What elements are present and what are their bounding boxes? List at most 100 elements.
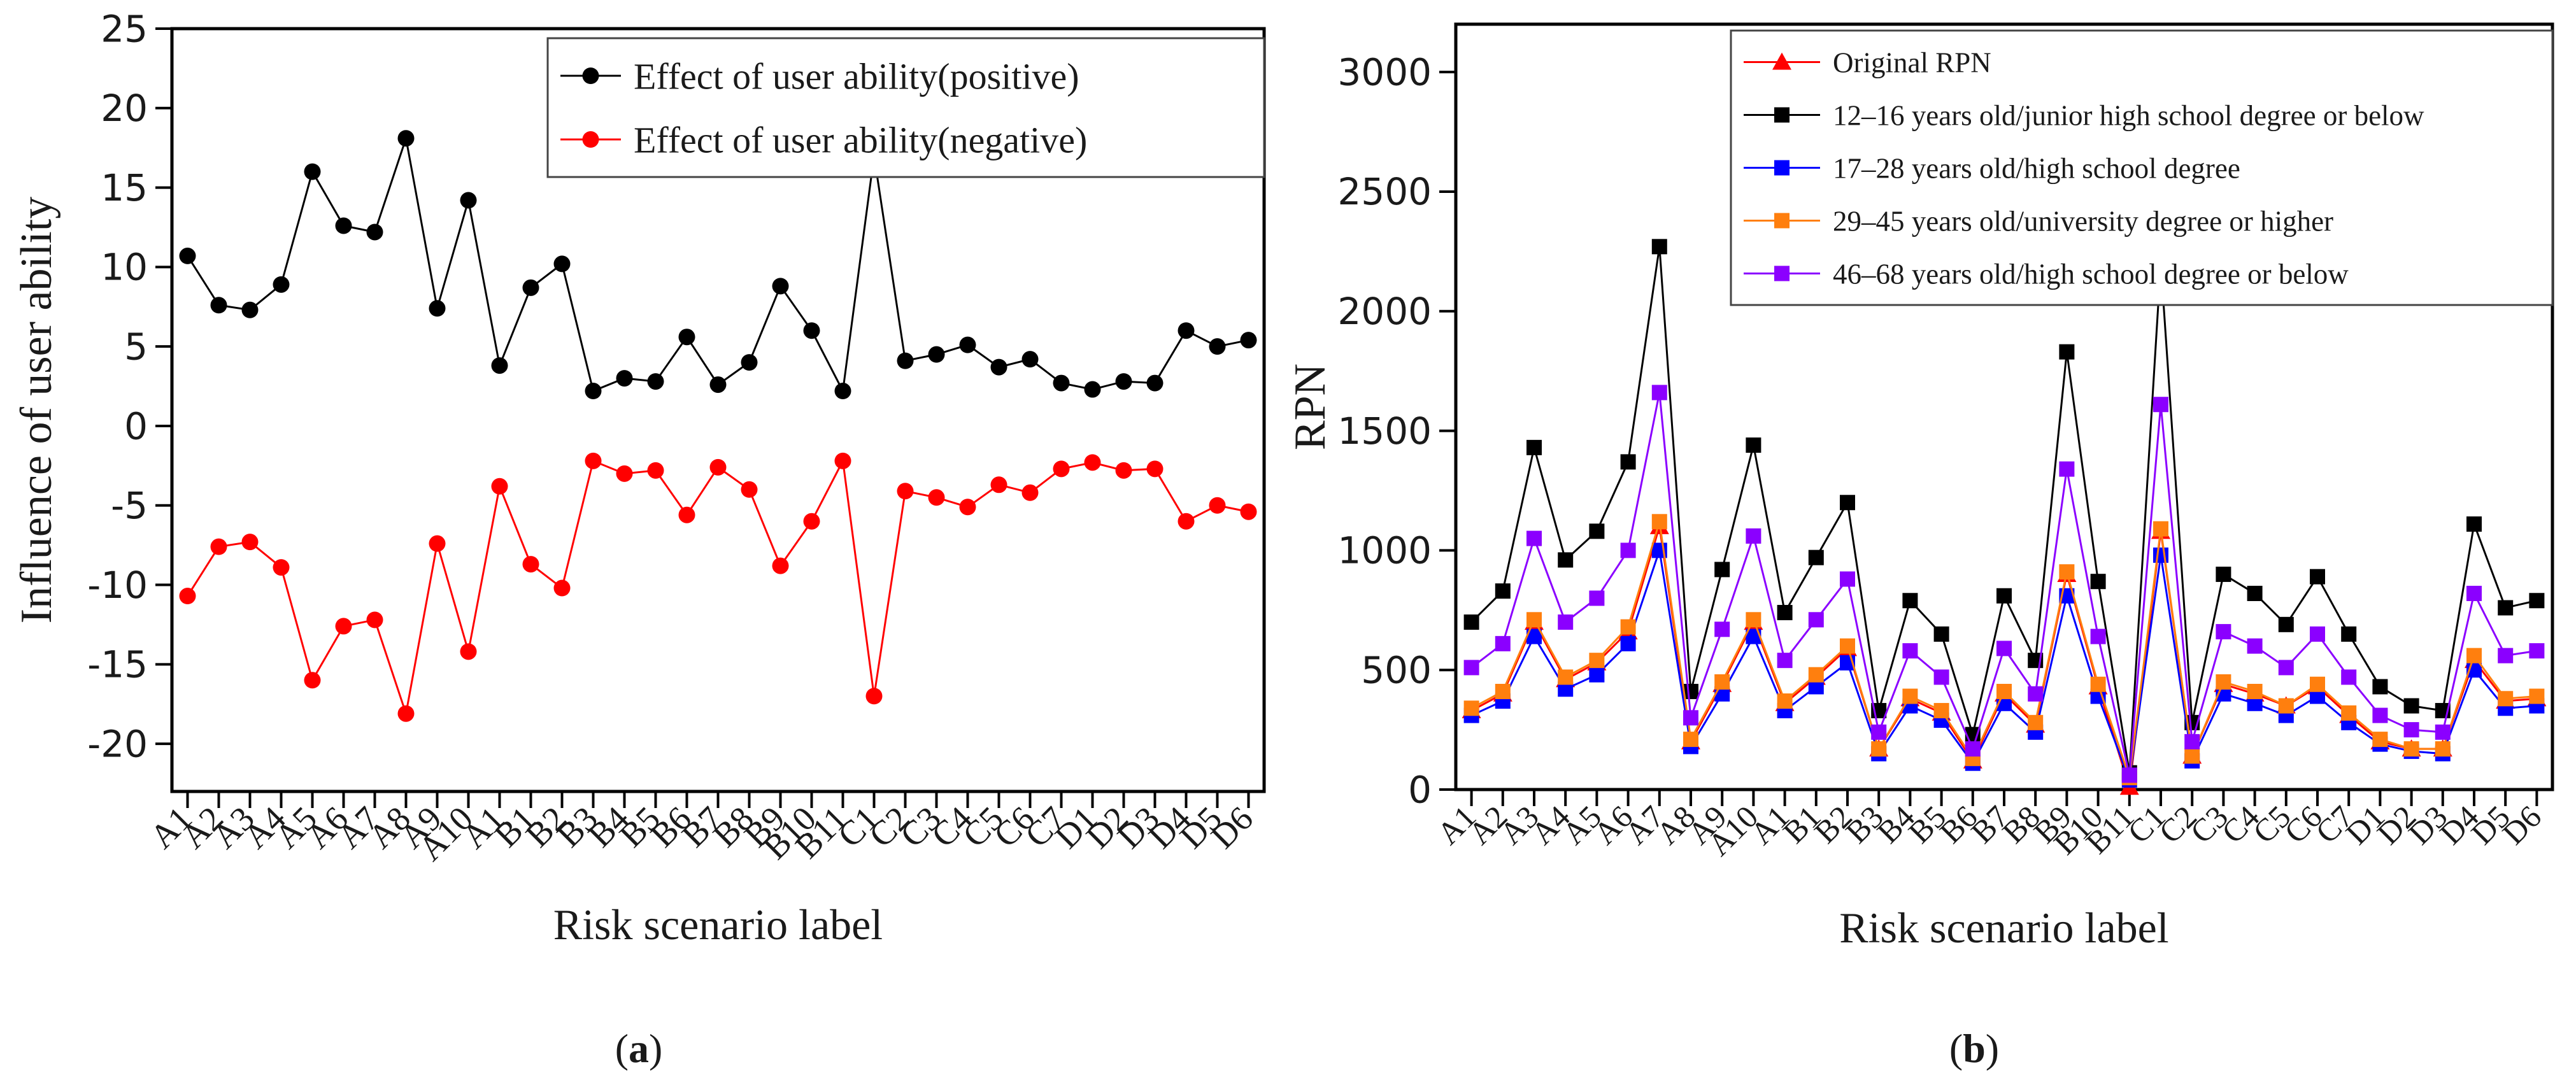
panel-a-data-point — [273, 276, 290, 293]
panel-b-data-point — [2121, 767, 2137, 783]
panel-a-data-point — [1178, 513, 1195, 530]
panel-b-data-point — [1777, 653, 1793, 669]
panel-a-y-tick-label: -10 — [87, 564, 148, 607]
panel-a-data-point — [397, 130, 415, 147]
panel-b-data-point — [2372, 732, 2388, 748]
panel-b-data-point — [1808, 667, 1824, 683]
panel-b-data-point — [2310, 626, 2325, 642]
panel-b-legend-marker — [1772, 52, 1791, 70]
panel-b-data-point — [1808, 612, 1824, 628]
panel-b-data-point — [1714, 674, 1730, 690]
panel-a-data-point — [1021, 351, 1039, 368]
panel-a-legend-label: Effect of user ability(negative) — [634, 119, 1087, 160]
panel-b-x-tick-label: D6 — [2495, 798, 2548, 851]
panel-a-data-point — [1084, 381, 1101, 398]
panel-b-data-point — [1871, 741, 1887, 757]
panel-b-data-point — [1996, 588, 2012, 604]
panel-a-data-point — [179, 247, 196, 264]
panel-b-data-point — [1683, 683, 1698, 699]
panel-b-data-point — [1746, 612, 1761, 628]
panel-b-data-point — [1620, 619, 1636, 635]
panel-a-chart: -20-15-10-50510152025A1A2A3A4A5A6A7A8A9A… — [12, 7, 1266, 949]
panel-b-data-point — [2028, 714, 2044, 730]
panel-a-data-point — [1240, 332, 1257, 349]
panel-a-data-point — [647, 462, 664, 479]
panel-b-data-point — [1933, 626, 1949, 642]
panel-b-y-tick-label: 1000 — [1337, 529, 1432, 572]
panel-b-data-point — [2310, 569, 2325, 585]
panel-b-data-point — [1902, 593, 1918, 609]
panel-b-data-point — [1651, 385, 1667, 401]
panel-a-data-point — [616, 370, 633, 387]
panel-a-data-point — [366, 223, 383, 241]
panel-a-caption: (a) — [615, 1026, 663, 1071]
panel-a-data-point — [990, 476, 1007, 493]
panel-b-data-point — [2216, 674, 2231, 690]
panel-a-data-point — [678, 329, 695, 346]
panel-b-data-point — [1526, 530, 1542, 546]
panel-a-data-point — [897, 352, 914, 369]
panel-a-data-point — [429, 535, 446, 552]
panel-b-legend-label: 12–16 years old/junior high school degre… — [1833, 99, 2424, 131]
panel-a-data-point — [772, 557, 789, 574]
panel-a-data-point — [585, 383, 602, 400]
panel-a-legend-box — [546, 37, 1265, 178]
panel-b-data-point — [1589, 590, 1605, 606]
panel-a-data-point — [928, 489, 945, 506]
panel-a-x-axis-title: Risk scenario label — [553, 900, 883, 949]
panel-a-data-point — [1209, 497, 1226, 514]
panel-b-data-point — [1495, 683, 1511, 699]
panel-b-data-point — [2247, 585, 2263, 601]
panel-b-data-point — [2278, 660, 2294, 676]
panel-b-data-point — [2403, 741, 2419, 757]
panel-a-y-tick-label: 10 — [101, 246, 148, 289]
panel-b-chart: 050010001500200025003000A1A2A3A4A5A6A7A8… — [1286, 22, 2554, 952]
panel-b-data-point — [2247, 683, 2263, 699]
panel-a-data-point — [709, 458, 727, 476]
panel-a-data-point — [709, 376, 727, 394]
panel-b-legend-label: Original RPN — [1833, 46, 1991, 78]
panel-a-data-point — [1053, 374, 1070, 392]
panel-a-data-point — [553, 255, 571, 273]
panel-b-data-point — [1620, 542, 1636, 558]
panel-b-x-axis-title: Risk scenario label — [1839, 904, 2168, 952]
panel-b-data-point — [2529, 593, 2545, 609]
panel-b-data-point — [2341, 705, 2357, 721]
panel-b-data-point — [1746, 528, 1761, 544]
panel-a-data-point — [491, 357, 508, 374]
panel-a-data-point — [1084, 454, 1101, 471]
panel-a-legend-label: Effect of user ability(positive) — [634, 55, 1079, 97]
panel-b-data-point — [1902, 688, 1918, 704]
panel-b-data-point — [1840, 571, 1855, 587]
panel-b-data-point — [2059, 344, 2075, 360]
panel-a-data-point — [585, 452, 602, 469]
panel-a-data-point — [803, 322, 820, 339]
panel-b-data-point — [1996, 683, 2012, 699]
panel-b-data-point — [2529, 688, 2545, 704]
panel-b-data-point — [1714, 621, 1730, 637]
panel-b-data-point — [2278, 616, 2294, 632]
panel-a-legend-marker — [582, 131, 599, 148]
panel-b-data-point — [2341, 669, 2357, 685]
panel-b-legend-label: 46–68 years old/high school degree or be… — [1833, 258, 2349, 290]
panel-a-data-point — [1178, 322, 1195, 339]
panel-b-y-tick-label: 3000 — [1337, 50, 1432, 94]
panel-a-data-point — [304, 163, 321, 180]
panel-a-data-point — [741, 481, 758, 498]
panel-a-data-point — [959, 499, 976, 516]
panel-a-data-point — [1146, 374, 1163, 392]
panel-a-data-point — [397, 705, 415, 722]
panel-b-data-point — [1933, 703, 1949, 719]
panel-a-data-point — [522, 279, 539, 296]
panel-a-data-point — [741, 354, 758, 371]
panel-b-data-point — [2247, 638, 2263, 654]
panel-a-data-point — [241, 534, 259, 551]
panel-b-data-point — [2466, 585, 2482, 601]
panel-b-data-point — [2153, 547, 2168, 563]
panel-b-data-point — [1871, 724, 1887, 740]
panel-b-y-tick-label: 0 — [1408, 768, 1432, 811]
panel-a-data-point — [834, 383, 851, 400]
panel-b-letter: b — [1963, 1026, 1986, 1071]
panel-b-data-point — [1495, 583, 1511, 599]
panel-a-y-tick-label: -15 — [87, 643, 148, 686]
